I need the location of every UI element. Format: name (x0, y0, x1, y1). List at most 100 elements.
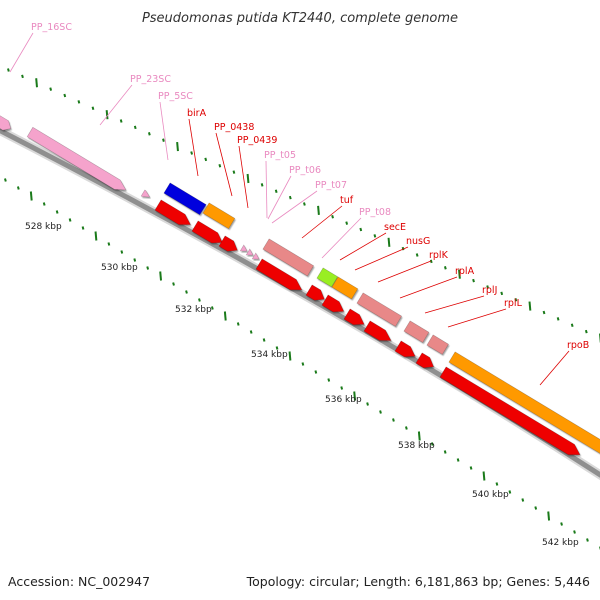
gene-feature-pp-16sc[interactable] (0, 105, 12, 131)
leader-line-pp-0438 (215, 132, 233, 197)
gene-feature-pp-t08-region[interactable] (316, 267, 339, 288)
gene-feature-pp-t05[interactable] (239, 244, 248, 252)
gene-label-pp-16sc[interactable]: PP_16SC (31, 22, 72, 33)
leader-line-rplj (424, 295, 485, 314)
gene-labels: PP_16SC PP_23SC PP_5SC birA PP_0438 PP_0439 PP… (31, 22, 589, 351)
scale-tick (472, 278, 475, 283)
scale-tick (49, 87, 53, 91)
gene-label-pp-0438[interactable]: PP_0438 (214, 122, 254, 133)
scale-tick (246, 173, 250, 184)
scale-label: 532 kbp (175, 305, 212, 315)
scale-label: 530 kbp (101, 263, 138, 273)
gene-feature-pp-t07[interactable] (251, 252, 260, 260)
scale-labels: 528 kbp 530 kbp 532 kbp 534 kbp 536 kbp 538 k… (25, 222, 579, 548)
scale-tick (584, 329, 588, 334)
leader-line-rpob (539, 350, 570, 386)
gene-feature-red-3[interactable] (218, 235, 238, 252)
accession-text: Accession: NC_002947 (8, 574, 150, 589)
scale-tick (7, 68, 10, 72)
scale-tick (456, 458, 460, 462)
scale-tick (500, 291, 504, 296)
leader-line-rpll (447, 308, 507, 328)
gene-feature-rplk[interactable] (403, 320, 430, 343)
scale-tick (107, 242, 111, 246)
gene-feature-red-4[interactable] (255, 258, 303, 291)
gene-feature-red-8[interactable] (363, 320, 392, 341)
gene-feature-bira[interactable] (163, 182, 207, 216)
gene-feature-nusg[interactable] (356, 292, 403, 327)
gene-feature-pp-t06[interactable] (245, 248, 254, 256)
leader-line-pp-t07 (271, 190, 318, 224)
scale-tick (314, 370, 318, 374)
scale-tick (223, 311, 227, 321)
leader-line-bira (188, 118, 199, 177)
gene-label-rplk[interactable]: rplK (429, 250, 449, 261)
scale-tick (105, 110, 109, 120)
gene-label-pp-0439[interactable]: PP_0439 (237, 135, 277, 146)
gene-label-pp-5sc[interactable]: PP_5SC (158, 91, 193, 102)
gene-label-pp-t05[interactable]: PP_t05 (264, 150, 296, 161)
scale-tick (401, 246, 405, 251)
gene-feature-rpob[interactable] (439, 366, 581, 456)
gene-feature-pp-23sc[interactable] (26, 126, 127, 191)
scale-tick (387, 237, 391, 247)
scale-tick (443, 450, 447, 454)
scale-tick (303, 202, 306, 206)
gene-label-rplj[interactable]: rplJ (482, 285, 497, 296)
scale-tick (392, 418, 395, 422)
gene-feature-rpla[interactable] (426, 334, 449, 355)
scale-tick (521, 498, 525, 502)
scale-label: 538 kbp (398, 441, 435, 451)
scale-tick (119, 119, 123, 123)
scale-tick (556, 317, 560, 321)
gene-label-tuf[interactable]: tuf (340, 195, 354, 206)
scale-tick (162, 138, 165, 142)
gene-feature-pp-5sc[interactable] (140, 189, 151, 198)
gene-feature-rpob-top[interactable] (448, 351, 600, 455)
scale-tick (55, 210, 59, 214)
gene-feature-red-9[interactable] (394, 340, 416, 358)
scale-tick (340, 386, 344, 390)
scale-tick (405, 426, 408, 430)
scale-tick (16, 186, 20, 190)
scale-tick (236, 322, 240, 326)
scale-tick (133, 125, 137, 130)
gene-feature-red-10[interactable] (415, 352, 435, 369)
gene-feature-red-7[interactable] (343, 308, 365, 326)
gene-label-sece[interactable]: secE (384, 222, 406, 233)
scale-tick (218, 163, 222, 168)
gene-feature-red-5[interactable] (305, 284, 325, 301)
gene-feature-red-1[interactable] (154, 199, 191, 225)
scale-label: 534 kbp (251, 350, 288, 360)
leader-line-pp-t05 (265, 160, 268, 219)
gene-label-rpob[interactable]: rpoB (567, 340, 589, 351)
scale-tick (172, 282, 175, 286)
gene-label-rpla[interactable]: rplA (455, 266, 475, 277)
gene-label-pp-t08[interactable]: PP_t08 (359, 207, 391, 218)
scale-tick (133, 258, 137, 262)
gene-feature-red-2[interactable] (191, 220, 223, 244)
gene-label-pp-t07[interactable]: PP_t07 (315, 180, 347, 191)
scale-tick (317, 205, 320, 215)
scale-tick (528, 301, 532, 311)
gene-label-pp-t06[interactable]: PP_t06 (289, 165, 321, 176)
gene-feature-pp-0438[interactable] (202, 202, 236, 230)
gene-label-rpll[interactable]: rplL (504, 298, 523, 309)
scale-tick (570, 323, 574, 327)
gene-feature-red-6[interactable] (321, 294, 345, 313)
gene-feature-sece[interactable] (331, 276, 359, 300)
gene-label-nusg[interactable]: nusG (406, 236, 430, 247)
gene-feature-tuf[interactable] (262, 238, 315, 277)
scale-tick (288, 351, 292, 361)
scale-tick (345, 221, 349, 225)
scale-tick (415, 253, 419, 257)
scale-label: 542 kbp (542, 538, 579, 548)
gene-label-bira[interactable]: birA (187, 108, 207, 119)
scale-tick (274, 189, 278, 193)
gene-label-pp-23sc[interactable]: PP_23SC (130, 74, 171, 85)
scale-tick (327, 378, 331, 382)
leader-line-tuf (301, 205, 343, 239)
scale-tick (232, 170, 236, 174)
scale-tick (353, 391, 357, 401)
scale-label: 540 kbp (472, 490, 509, 500)
